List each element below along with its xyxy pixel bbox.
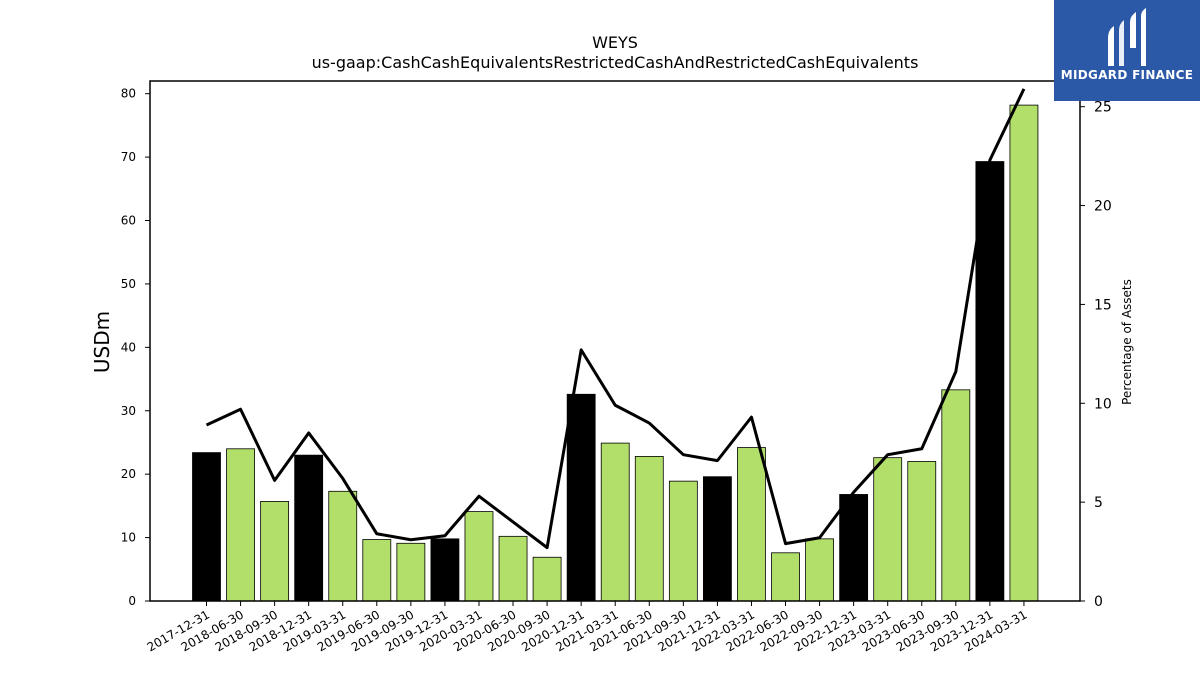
bar-2017-12-31 [192,452,221,602]
bar-2022-09-30 [805,538,834,602]
y-tick-label: 10 [121,531,136,545]
y-tick-label: 0 [128,594,136,608]
y2-axis-label: Percentage of Assets [1120,279,1134,405]
bar-2024-03-31 [1009,104,1039,602]
bar-2021-09-30 [668,480,698,602]
y2-tick-label: 10 [1094,396,1112,412]
bar-2019-03-31 [328,490,358,602]
bar-2020-03-31 [464,511,494,602]
y2-tick-label: 25 [1094,100,1112,116]
y-tick-label: 30 [121,404,136,418]
bar-2020-12-31 [566,393,596,602]
bar-2020-09-30 [532,556,562,602]
brand-logo: MIDGARD FINANCE [1054,0,1200,101]
bar-2019-12-31 [430,538,460,602]
bar-2023-12-31 [975,161,1005,602]
y-tick-label: 50 [121,277,136,291]
bar-2018-12-31 [294,454,324,602]
y-tick-label: 40 [121,340,136,354]
bar-2022-03-31 [737,447,766,602]
y-tick-label: 70 [121,150,136,164]
y-tick-label: 20 [121,467,136,481]
bar-2021-12-31 [703,476,732,602]
bar-2019-09-30 [396,542,426,602]
bar-2021-06-30 [634,456,664,602]
bar-2018-09-30 [260,501,290,602]
y-tick-label: 80 [121,87,136,101]
y-axis-label: USDm [90,311,114,373]
bar-2023-03-31 [873,457,903,602]
bar-2023-06-30 [907,461,937,602]
bar-2022-06-30 [771,552,800,602]
percentage-line [205,88,1026,550]
percentage-line-series [205,88,1026,550]
logo-text: MIDGARD FINANCE [1060,68,1194,82]
bar-2023-09-30 [941,389,971,602]
y2-tick-label: 5 [1094,495,1103,511]
bar-series [192,104,1039,602]
y2-tick-label: 20 [1094,199,1112,215]
y2-tick-label: 15 [1094,297,1112,313]
bar-2020-06-30 [498,535,528,602]
bar-2022-12-31 [839,494,869,602]
bar-2021-03-31 [600,442,630,602]
bar-2019-06-30 [362,539,392,602]
chart-subtitle: us-gaap:CashCashEquivalentsRestrictedCas… [312,53,919,72]
y2-tick-label: 0 [1094,594,1103,610]
y-tick-label: 60 [121,214,136,228]
logo-mark-icon [1108,8,1146,66]
bar-2018-06-30 [226,448,255,602]
chart-title: WEYS [592,33,638,52]
